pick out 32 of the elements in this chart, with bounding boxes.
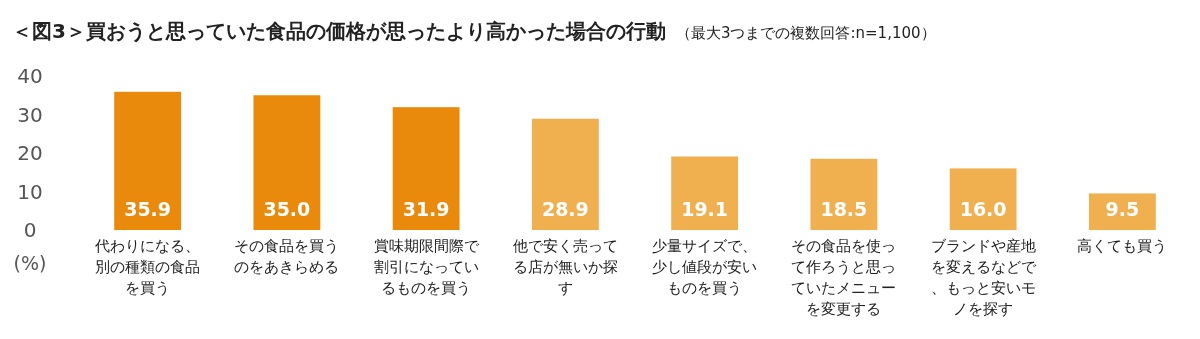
data-label: 35.9	[124, 198, 172, 220]
y-tick-label: 30	[17, 102, 43, 127]
x-tick-label: 賞味期限間際で割引になっているものを買う	[373, 237, 480, 297]
x-tick-label: その食品を使って作ろうと思っていたメニューを変更する	[791, 237, 897, 318]
x-tick-label: 代わりになる、別の種類の食品を買う	[94, 237, 201, 297]
y-tick-label: 20	[17, 141, 43, 165]
y-axis-title: (%)	[13, 252, 47, 274]
x-tick-label: 少量サイズで、少し値段が安いものを買う	[652, 237, 758, 297]
data-label: 9.5	[1105, 198, 1140, 220]
data-label: 31.9	[402, 198, 450, 220]
data-label: 18.5	[820, 198, 868, 220]
data-label: 28.9	[541, 198, 589, 220]
bar	[253, 95, 321, 230]
bar	[531, 118, 599, 230]
y-tick-label: 40	[17, 64, 43, 88]
bar	[810, 158, 878, 230]
bar	[949, 168, 1017, 230]
data-label: 35.0	[263, 198, 311, 220]
y-tick-label: 0	[23, 218, 37, 242]
x-tick-label: ブランドや産地を変えるなどで、もっと安いモノを探す	[930, 237, 1037, 318]
x-tick-label: 他で安く売ってる店が無いか探す	[512, 237, 618, 297]
y-tick-label: 10	[17, 179, 43, 204]
data-label: 19.1	[681, 198, 729, 220]
chart-title: ＜図3＞買おうと思っていた食品の価格が思ったより高かった場合の行動	[12, 19, 666, 43]
bar	[1088, 193, 1156, 230]
bar	[671, 156, 739, 230]
x-tick-label: その食品を買うのをあきらめる	[234, 237, 340, 276]
bar	[392, 107, 460, 230]
chart-subtitle: （最大3つまでの複数回答:n=1,100）	[675, 24, 936, 42]
bar	[114, 91, 182, 230]
data-label: 16.0	[959, 198, 1007, 220]
x-tick-label: 高くても買う	[1077, 237, 1168, 255]
